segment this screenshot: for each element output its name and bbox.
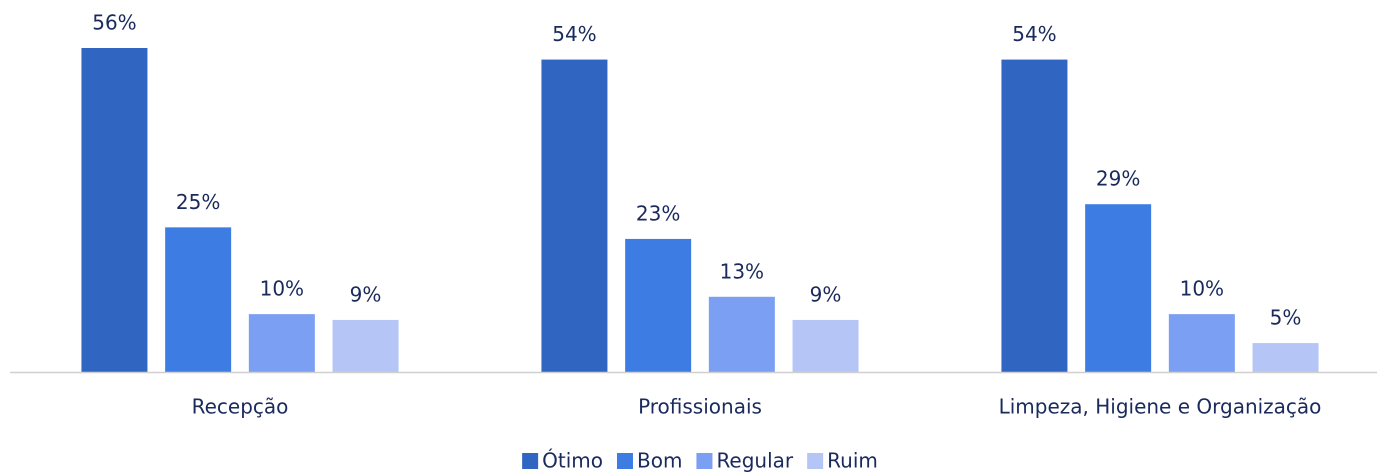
legend-label: Ótimo — [542, 449, 603, 473]
legend-swatch — [696, 453, 713, 469]
legend-label: Regular — [716, 449, 793, 473]
data-label: 13% — [720, 259, 764, 283]
data-label: 23% — [636, 201, 680, 225]
bar — [165, 227, 232, 372]
bar — [708, 296, 775, 372]
bar — [625, 238, 692, 372]
x-tick-label: Limpeza, Higiene e Organização — [999, 395, 1322, 419]
legend-label: Ruim — [827, 449, 878, 473]
bar — [248, 314, 315, 372]
x-tick-label: Profissionais — [638, 395, 762, 419]
data-label: 29% — [1096, 167, 1140, 191]
data-label: 56% — [92, 11, 136, 35]
data-label: 25% — [176, 190, 220, 214]
bar — [1168, 314, 1235, 372]
data-label: 10% — [1180, 277, 1224, 301]
legend-swatch — [807, 453, 824, 469]
bar — [332, 319, 399, 372]
data-label: 54% — [1012, 22, 1056, 46]
bar — [792, 319, 859, 372]
bar — [81, 48, 148, 372]
data-label: 9% — [350, 282, 382, 306]
legend-swatch — [522, 453, 539, 469]
data-label: 54% — [552, 22, 596, 46]
bar — [1001, 59, 1068, 372]
bar — [541, 59, 608, 372]
legend: Ótimo Bom Regular Ruim — [522, 449, 878, 473]
bar — [1085, 204, 1152, 372]
bar — [1252, 343, 1319, 372]
data-label: 5% — [1270, 306, 1302, 330]
data-label: 10% — [260, 277, 304, 301]
x-tick-label: Recepção — [192, 395, 289, 419]
legend-swatch — [616, 453, 633, 469]
legend-label: Bom — [637, 449, 682, 473]
data-label: 9% — [810, 282, 842, 306]
